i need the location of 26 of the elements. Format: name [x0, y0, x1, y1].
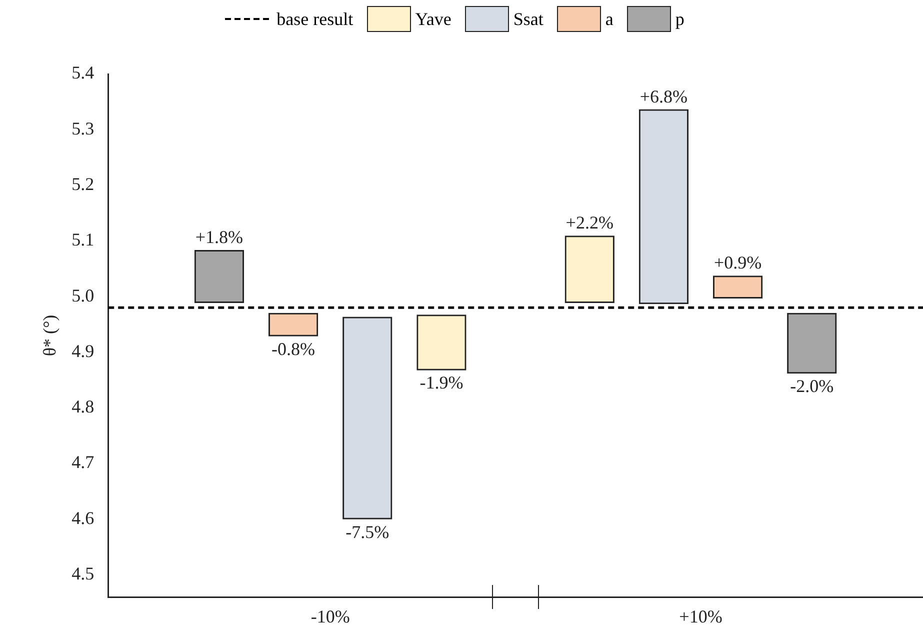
y-tick-label: 4.9	[72, 340, 94, 361]
annotation: -0.8%	[272, 338, 316, 359]
annotation: +2.2%	[566, 212, 614, 233]
y-tick-label: 4.6	[72, 508, 94, 528]
annotation: +0.9%	[714, 252, 762, 273]
y-tick-label: 4.8	[72, 396, 94, 417]
legend-label: p	[675, 8, 684, 30]
annotation: +1.8%	[195, 227, 244, 248]
legend-label: base result	[276, 8, 354, 30]
y-tick-label: 5.2	[72, 174, 94, 194]
y-tick-label: 5.1	[72, 230, 94, 250]
y-tick-label: 5.0	[72, 285, 94, 306]
annotation: -7.5%	[346, 522, 390, 542]
x-tick-label: -10%	[310, 606, 350, 627]
x-tick-label: +10%	[679, 606, 722, 627]
y-axis-title: θ* (°)	[40, 314, 60, 356]
y-tick-label: 5.3	[72, 118, 94, 138]
annotation: +6.8%	[640, 86, 688, 106]
legend-label: Ssat	[513, 8, 544, 30]
y-tick-label: 5.4	[72, 62, 94, 83]
legend-label: Yave	[415, 8, 452, 30]
annotation: -1.9%	[420, 372, 464, 393]
annotation: -2.0%	[790, 376, 834, 396]
y-tick-label: 4.5	[72, 563, 94, 584]
y-tick-label: 4.7	[72, 452, 94, 472]
legend-label: a	[605, 8, 614, 30]
